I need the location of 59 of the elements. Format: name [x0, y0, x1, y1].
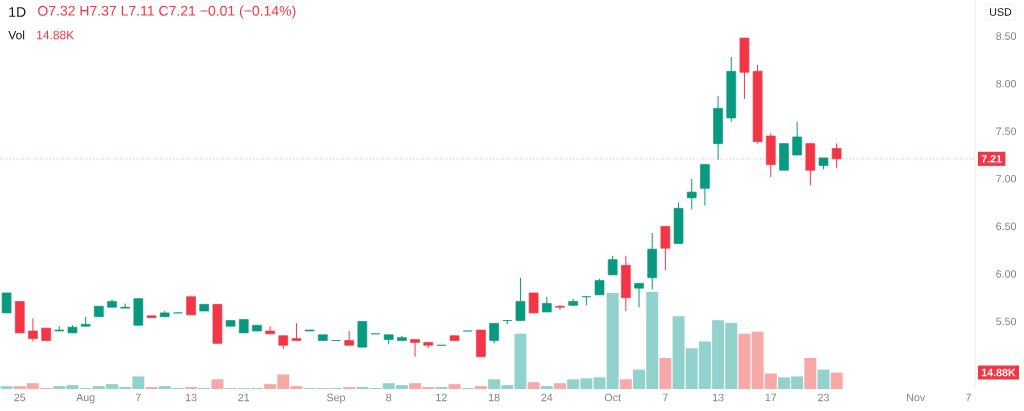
- bar: [540, 386, 553, 389]
- bar: [817, 369, 830, 389]
- y-tick-label: 8.00: [996, 79, 1017, 88]
- candlestick: [660, 225, 671, 271]
- candlestick: [515, 277, 526, 322]
- x-tick-label: 7: [966, 393, 971, 402]
- chart-title: Vol: [8, 30, 25, 40]
- candlestick: [265, 325, 275, 335]
- candlestick: [686, 178, 697, 210]
- x-tick-label: Oct: [604, 393, 621, 402]
- x-tick-label: 13: [712, 393, 724, 402]
- candlestick: [410, 339, 420, 358]
- candlestick: [186, 296, 196, 316]
- candlestick: [528, 292, 539, 314]
- bar: [0, 386, 13, 389]
- x-tick-label: Sep: [326, 393, 346, 404]
- x-tick-label: 23: [818, 393, 829, 402]
- bar: [619, 379, 632, 389]
- chart-title: 1D: [9, 7, 26, 17]
- bar: [830, 372, 843, 389]
- x-tick-label: Aug: [76, 393, 95, 404]
- y-tick-label: 7.00: [996, 175, 1017, 183]
- chart-subtitle: O7.32 H7.37 L7.11 C7.21 −0.01 (−0.14%): [38, 5, 296, 19]
- x-tick-label: 13: [185, 393, 197, 402]
- candlestick: [1, 292, 12, 314]
- candlestick: [28, 318, 38, 342]
- y-tick-label: 7.50: [996, 127, 1017, 136]
- x-tick-label: Nov: [907, 393, 926, 402]
- x-tick-label: 7: [662, 393, 668, 402]
- x-tick-label: 21: [238, 393, 250, 402]
- x-tick-label: 17: [765, 393, 777, 402]
- candlestick: [700, 164, 710, 206]
- bar: [211, 379, 224, 389]
- chart-subtitle: 14.88K: [37, 30, 75, 40]
- text: USD: [990, 8, 1012, 16]
- text: 14.88K: [981, 368, 1016, 377]
- candlestick: [555, 304, 565, 311]
- x-tick-label: 25: [14, 393, 26, 402]
- x-tick-label: 12: [436, 393, 447, 402]
- candlestick: [607, 255, 618, 276]
- ref-line-label: 7.21: [981, 155, 1002, 163]
- bar: [474, 386, 487, 389]
- y-tick-label: 6.00: [996, 270, 1017, 278]
- candlestick: [489, 322, 499, 344]
- x-tick-label: 8: [386, 393, 392, 402]
- y-tick-label: 8.50: [996, 32, 1017, 40]
- y-tick-label: 5.50: [996, 317, 1017, 326]
- x-tick-label: 7: [135, 393, 141, 402]
- x-tick-label: 24: [541, 393, 553, 402]
- bar: [738, 333, 751, 389]
- y-tick-label: 6.50: [996, 222, 1017, 231]
- candlestick: [792, 121, 802, 156]
- x-tick-label: 18: [488, 393, 500, 402]
- bar: [659, 357, 672, 389]
- bar: [553, 383, 566, 389]
- bar: [448, 384, 461, 389]
- bar: [804, 357, 817, 389]
- bar: [527, 382, 540, 389]
- candlestick: [634, 282, 644, 308]
